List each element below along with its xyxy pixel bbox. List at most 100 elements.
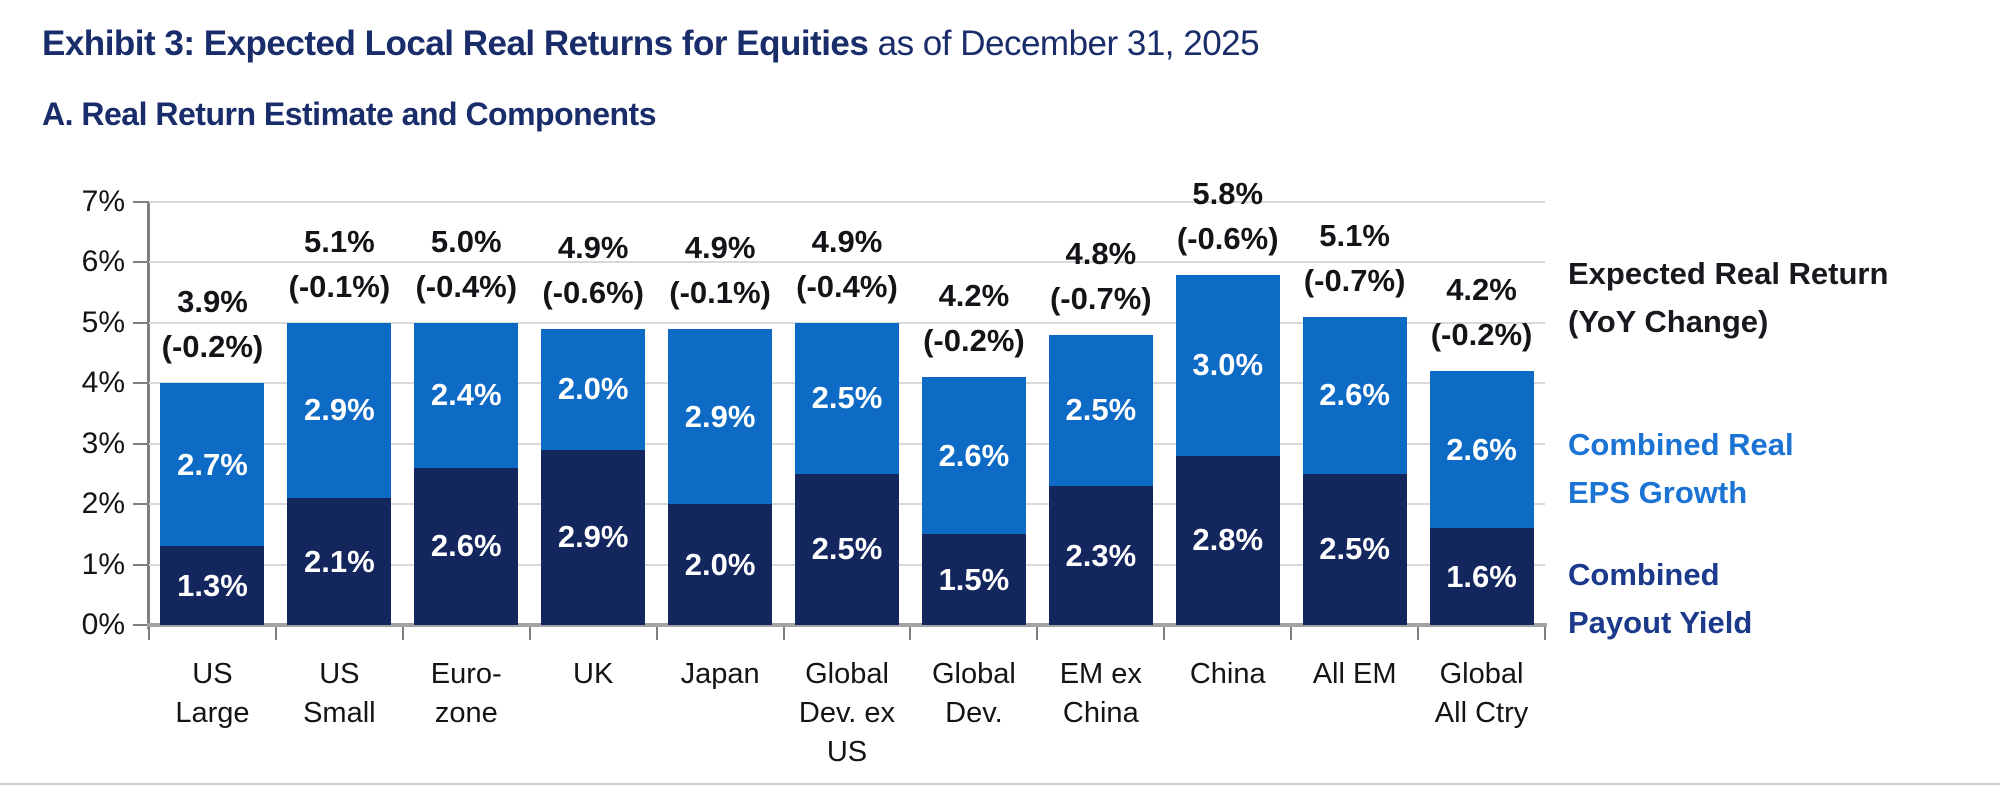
- bar-slot: 2.7% 1.3% 3.9% (-0.2%): [149, 202, 276, 625]
- section-title: A. Real Return Estimate and Components: [42, 96, 656, 132]
- eps-growth-value-label: 2.6%: [1319, 377, 1390, 413]
- bar-segment-payout-yield: 2.1%: [287, 498, 392, 625]
- title-main: Exhibit 3: Expected Local Real Returns f…: [42, 24, 869, 63]
- bar-7: 2.5% 2.3%: [1048, 334, 1153, 625]
- x-axis-label: Global Dev.: [931, 658, 1016, 729]
- x-axis-tick: [1036, 627, 1039, 640]
- y-axis-tick: [133, 503, 149, 506]
- x-axis-label: US Small: [303, 658, 376, 729]
- bar-slot: 2.5% 2.3% 4.8% (-0.7%): [1037, 202, 1164, 625]
- x-axis-tick: [148, 627, 150, 640]
- y-axis-tick: [133, 261, 149, 264]
- x-axis-label: Global All Ctry: [1434, 658, 1529, 729]
- bar-segment-eps-growth: 2.4%: [414, 322, 519, 468]
- x-axis-label: Japan: [680, 658, 760, 690]
- bar-segment-eps-growth: 2.0%: [541, 328, 646, 450]
- bar-total-label: 4.2% (-0.2%): [923, 278, 1025, 359]
- x-axis-tick: [1417, 627, 1420, 640]
- bar-segment-eps-growth: 2.6%: [921, 377, 1026, 535]
- x-axis-label: Global Dev. ex US: [798, 658, 896, 768]
- x-axis-tick: [274, 627, 277, 640]
- bar-1: 2.9% 2.1%: [287, 322, 392, 625]
- bar-segment-payout-yield: 2.5%: [1302, 473, 1407, 625]
- bar-total-label: 4.9% (-0.1%): [669, 229, 771, 310]
- payout-yield-value-label: 2.1%: [304, 543, 375, 579]
- y-axis-tick: [133, 201, 149, 203]
- bar-segment-eps-growth: 2.9%: [668, 328, 773, 505]
- bar-slot: 2.5% 2.5% 4.9% (-0.4%): [784, 202, 911, 625]
- gridline: [149, 201, 1545, 203]
- y-axis-tick: [133, 624, 149, 626]
- bar-total-label: 3.9% (-0.2%): [161, 284, 264, 365]
- eps-growth-value-label: 2.5%: [1065, 392, 1137, 428]
- bar-total-label: 4.8% (-0.7%): [1049, 235, 1152, 316]
- bar-segment-payout-yield: 1.3%: [160, 546, 265, 625]
- bar-slot: 2.6% 1.6% 4.2% (-0.2%): [1418, 202, 1545, 625]
- payout-yield-value-label: 2.0%: [684, 546, 756, 582]
- bottom-divider: [0, 783, 2000, 785]
- x-axis-tick: [1290, 627, 1293, 640]
- x-axis-line: [147, 623, 1547, 627]
- eps-growth-value-label: 2.0%: [557, 371, 629, 407]
- y-axis-tick-label: 1%: [81, 547, 125, 581]
- y-axis-tick-label: 6%: [81, 245, 125, 279]
- payout-yield-value-label: 2.6%: [430, 528, 502, 564]
- eps-growth-value-label: 2.5%: [811, 380, 883, 416]
- x-axis-tick: [782, 627, 785, 640]
- eps-growth-value-label: 2.9%: [684, 398, 756, 434]
- title-as-of: as of December 31, 2025: [868, 24, 1260, 63]
- payout-yield-value-label: 2.9%: [557, 519, 629, 555]
- bar-segment-eps-growth: 2.6%: [1429, 371, 1534, 529]
- x-axis-label: UK: [573, 658, 614, 690]
- eps-growth-value-label: 2.6%: [1446, 431, 1517, 467]
- bar-slot: 2.9% 2.1% 5.1% (-0.1%): [276, 202, 403, 625]
- x-axis-label: All EM: [1312, 658, 1397, 690]
- x-axis-tick: [401, 627, 404, 640]
- eps-growth-value-label: 2.9%: [304, 392, 375, 428]
- y-axis-tick-label: 5%: [81, 305, 125, 339]
- y-axis-tick-label: 4%: [81, 366, 125, 400]
- payout-yield-value-label: 1.3%: [177, 567, 248, 603]
- payout-yield-value-label: 2.5%: [1319, 531, 1390, 567]
- y-axis-tick-label: 7%: [81, 185, 125, 218]
- bar-segment-eps-growth: 2.6%: [1302, 316, 1407, 474]
- bar-segment-eps-growth: 2.5%: [1048, 334, 1153, 487]
- payout-yield-value-label: 2.3%: [1065, 537, 1137, 573]
- bar-segment-eps-growth: 2.7%: [160, 383, 265, 547]
- bar-total-label: 5.0% (-0.4%): [415, 223, 518, 304]
- bar-10: 2.6% 1.6%: [1429, 371, 1534, 625]
- bar-segment-payout-yield: 2.3%: [1048, 486, 1153, 625]
- y-axis-tick: [133, 442, 149, 445]
- bar-segment-eps-growth: 2.9%: [287, 322, 392, 499]
- bar-slot: 2.0% 2.9% 4.9% (-0.6%): [530, 202, 657, 625]
- bar-4: 2.9% 2.0%: [668, 328, 773, 625]
- bar-3: 2.0% 2.9%: [541, 328, 646, 625]
- gridline: [149, 261, 1545, 264]
- x-axis-label: China: [1189, 658, 1266, 690]
- bar-segment-payout-yield: 2.8%: [1175, 455, 1280, 625]
- y-axis-tick: [133, 382, 149, 385]
- payout-yield-value-label: 1.6%: [1446, 558, 1517, 594]
- bar-segment-payout-yield: 2.0%: [668, 504, 773, 625]
- legend-expected-real-return: Expected Real Return (YoY Change): [1568, 256, 1889, 339]
- bar-total-label: 4.2% (-0.2%): [1430, 272, 1533, 353]
- y-axis-tick-label: 3%: [81, 426, 125, 460]
- bar-total-label: 4.9% (-0.4%): [796, 223, 898, 304]
- bar-2: 2.4% 2.6%: [414, 322, 519, 625]
- bar-slot: 2.6% 2.5% 5.1% (-0.7%): [1291, 202, 1418, 625]
- x-axis-tick: [1544, 627, 1546, 640]
- page-title: Exhibit 3: Expected Local Real Returns f…: [42, 24, 1260, 64]
- bar-total-label: 5.1% (-0.7%): [1303, 217, 1406, 298]
- legend-combined-payout-yield: Combined Payout Yield: [1568, 557, 1753, 640]
- bar-slot: 2.6% 1.5% 4.2% (-0.2%): [910, 202, 1037, 625]
- y-axis-tick-label: 0%: [81, 608, 125, 641]
- y-axis-tick: [133, 563, 149, 566]
- bar-5: 2.5% 2.5%: [794, 322, 899, 625]
- payout-yield-value-label: 1.5%: [938, 561, 1010, 597]
- bar-segment-payout-yield: 2.9%: [541, 449, 646, 625]
- bar-8: 3.0% 2.8%: [1175, 274, 1280, 625]
- bar-slot: 2.4% 2.6% 5.0% (-0.4%): [403, 202, 530, 625]
- x-axis-tick: [909, 627, 912, 640]
